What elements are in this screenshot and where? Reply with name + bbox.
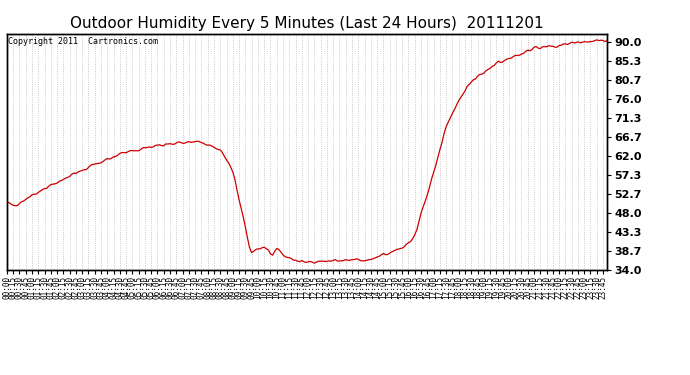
Title: Outdoor Humidity Every 5 Minutes (Last 24 Hours)  20111201: Outdoor Humidity Every 5 Minutes (Last 2… <box>70 16 544 31</box>
Text: Copyright 2011  Cartronics.com: Copyright 2011 Cartronics.com <box>8 37 158 46</box>
